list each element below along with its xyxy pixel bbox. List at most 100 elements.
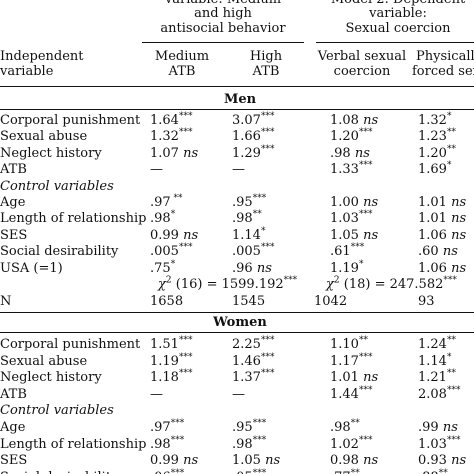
men-cell-significance: *** <box>260 144 275 155</box>
men-cell-c4: 1.06 ns <box>418 228 466 244</box>
men-cell-value: 1.33 <box>330 162 359 178</box>
men-cell-c4: 1.01 ns <box>418 195 466 211</box>
men-n-label: N <box>0 294 12 309</box>
men-cell-value: .98 <box>232 211 253 227</box>
men-cell-value: .96 <box>232 260 253 276</box>
men-row-label: Corporal punishment <box>0 113 141 128</box>
women-cell-value: .77 <box>330 470 351 474</box>
men-cell-value: .005 <box>232 244 261 260</box>
men-cell-c4: .60 ns <box>418 244 458 260</box>
men-cell-value: 1.01 <box>418 195 447 210</box>
women-cell-c1: 1.18*** <box>150 368 193 386</box>
men-cell-c1: .97 ** <box>150 193 183 211</box>
women-cell-c4: 1.14* <box>418 352 452 370</box>
women-cell-significance: ** <box>446 335 456 346</box>
men-cell-c4: 1.01 ns <box>418 211 466 227</box>
women-row-label: Control variables <box>0 403 114 419</box>
women-cell-c3: 1.02*** <box>330 436 372 453</box>
women-row-label: Corporal punishment <box>0 337 141 352</box>
men-cell-value: 1.06 <box>418 227 447 243</box>
men-cell-c4: 1.06 ns <box>418 261 466 277</box>
men-cell-significance: *** <box>260 242 275 253</box>
men-cell-c2: .95*** <box>232 194 266 211</box>
men-row-label: Sexual abuse <box>0 129 88 145</box>
women-cell-c2: — <box>232 387 245 403</box>
women-cell-c1: — <box>150 387 163 403</box>
women-cell-c1: .97*** <box>150 418 185 436</box>
women-cell-significance: *** <box>170 418 185 429</box>
men-cell-c4: 1.23** <box>418 129 456 145</box>
men-cell-value: 1.32 <box>150 129 179 145</box>
men-cell-value: 0.99 <box>150 227 179 243</box>
women-cell-value: 1.14 <box>418 353 447 369</box>
women-cell-significance: *** <box>252 468 267 474</box>
men-cell-c3: 1.19* <box>330 260 363 277</box>
women-cell-c4: 1.21** <box>418 369 456 386</box>
women-cell-c4: .99 ns <box>418 420 458 436</box>
women-cell-ns: ns <box>451 453 467 469</box>
men-cell-c3: .98 ns <box>330 146 370 162</box>
men-cell-value: 1.20 <box>330 129 359 145</box>
model1-header-line1: variable: Medium <box>148 0 298 8</box>
men-cell-value: .98 <box>330 145 351 161</box>
men-cell-significance: * <box>260 226 266 237</box>
men-row-label: ATB <box>0 162 27 178</box>
women-cell-significance: ** <box>438 468 448 474</box>
col-high-atb-2: ATB <box>252 64 280 79</box>
women-cell-significance: *** <box>358 352 373 363</box>
men-cell-c2: 1.14* <box>232 226 266 244</box>
men-row-label: Length of relationship <box>0 211 147 227</box>
section-title-men: Men <box>223 92 257 107</box>
men-cell-ns: ns <box>183 227 199 243</box>
women-cell-value: .95 <box>232 420 253 435</box>
women-cell-significance: *** <box>178 335 193 346</box>
men-cell-value: 1.23 <box>418 129 447 145</box>
women-cell-value: 1.18 <box>150 370 179 386</box>
women-cell-value: 0.98 <box>330 453 359 469</box>
women-row-label: Sexual abuse <box>0 353 88 369</box>
men-row-label: USA (=1) <box>0 260 63 276</box>
women-cell-significance: *** <box>178 368 193 379</box>
men-cell-significance: *** <box>178 111 193 122</box>
men-cell-c1: 0.99 ns <box>150 228 198 244</box>
model1-header-line2: and high <box>194 6 252 21</box>
men-row-label: Age <box>0 195 26 210</box>
men-cell-c1: .98* <box>150 211 175 227</box>
women-cell-c2: 1.05 ns <box>232 453 280 469</box>
men-cell-value: .98 <box>150 211 171 227</box>
men-cell-c2: .98** <box>232 211 262 227</box>
women-cell-significance: ** <box>350 418 360 429</box>
women-row-label: Neglect history <box>0 370 102 386</box>
men-cell-significance: ** <box>170 193 183 204</box>
men-n-c2: 1545 <box>232 294 266 309</box>
women-cell-significance: * <box>446 352 452 363</box>
men-cell-ns: ns <box>354 145 370 161</box>
women-cell-significance: *** <box>252 435 267 446</box>
men-cell-value: 1.07 <box>150 145 179 161</box>
men-cell-value: 1.29 <box>232 145 261 161</box>
women-cell-significance: *** <box>170 468 185 474</box>
men-cell-value: — <box>150 162 163 178</box>
men-cell-c1: .75* <box>150 260 175 277</box>
women-cell-value: 1.03 <box>418 436 447 452</box>
men-cell-value: 1.69 <box>418 162 447 178</box>
men-cell-c3: 1.05 ns <box>330 228 378 244</box>
men-chi-model1: χ2 (16) = 1599.192*** <box>158 275 298 292</box>
men-cell-significance: *** <box>178 242 193 253</box>
men-cell-value: 1.06 <box>418 260 447 276</box>
men-cell-c1: — <box>150 162 163 178</box>
men-cell-significance: * <box>446 111 452 122</box>
men-cell-ns: ns <box>256 260 272 276</box>
women-cell-significance: *** <box>260 368 275 379</box>
men-row-label: SES <box>0 227 28 243</box>
men-cell-value: .97 <box>150 195 171 210</box>
col-physical-1: Physically <box>416 49 474 64</box>
men-cell-c4: 1.69* <box>418 161 451 178</box>
men-row-label: Control variables <box>0 178 114 194</box>
col-physical-2: forced sex <box>412 64 474 79</box>
women-cell-c3: 0.98 ns <box>330 453 378 469</box>
women-cell-value: .98 <box>232 436 253 452</box>
model2-header-line3: Sexual coercion <box>345 21 451 36</box>
women-cell-significance: *** <box>260 335 275 346</box>
men-cell-ns: ns <box>363 195 379 210</box>
